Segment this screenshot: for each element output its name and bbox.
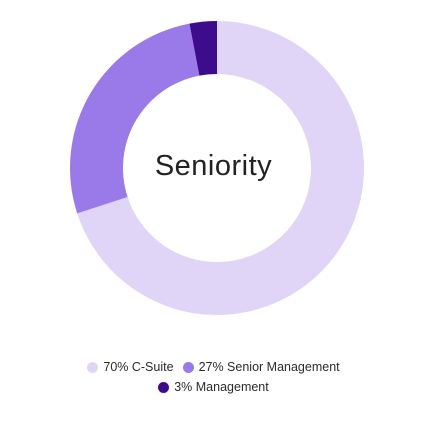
chart-legend: 70% C-Suite 27% Senior Management 3% Man… — [0, 357, 427, 397]
chart-title: Seniority — [154, 150, 273, 182]
legend-swatch-management — [158, 381, 170, 393]
legend-swatch-senior-management — [182, 361, 194, 373]
slice-management — [189, 21, 217, 76]
legend-swatch-c-suite — [87, 361, 99, 373]
legend-row-1: 70% C-Suite 27% Senior Management — [0, 357, 427, 377]
legend-item-senior-management: 27% Senior Management — [182, 357, 340, 377]
legend-label-c-suite: 70% C-Suite — [103, 360, 174, 374]
slice-c-suite — [77, 21, 364, 315]
legend-label-management: 3% Management — [174, 380, 269, 394]
legend-row-2: 3% Management — [0, 377, 427, 397]
legend-label-senior-management: 27% Senior Management — [198, 360, 340, 374]
legend-item-c-suite: 70% C-Suite — [87, 357, 174, 377]
slice-senior-management — [70, 23, 200, 214]
legend-item-management: 3% Management — [158, 377, 269, 397]
